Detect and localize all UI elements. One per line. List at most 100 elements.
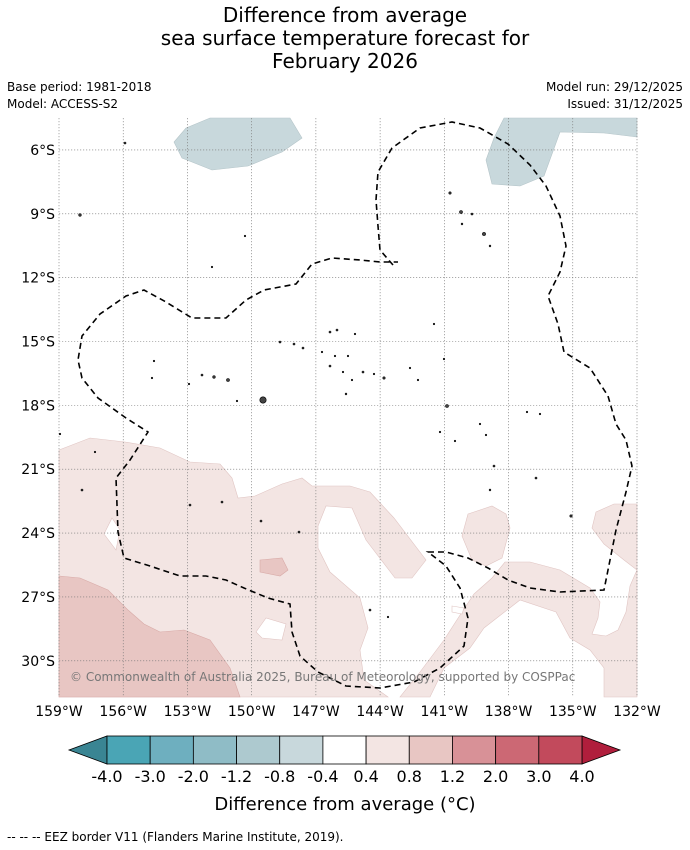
map-area: © Commonwealth of Australia 2025, Bureau… [58, 117, 638, 698]
colorbar-segment [408, 735, 453, 765]
island [459, 210, 463, 214]
footer-note: -- -- -- EEZ border V11 (Flanders Marine… [7, 830, 344, 844]
island [320, 350, 324, 354]
title-line-2: sea surface temperature forecast for [160, 26, 530, 50]
island [478, 422, 482, 426]
island [212, 375, 216, 379]
eez-line-main [77, 121, 633, 689]
title-line-3: February 2026 [272, 49, 418, 73]
colorbar-extend-high [581, 735, 622, 765]
island [93, 450, 97, 454]
island [78, 213, 82, 217]
meta-right: Model run: 29/12/2025 Issued: 31/12/2025 [546, 79, 683, 113]
warm-medium-patch [259, 557, 289, 577]
island [226, 378, 230, 382]
lat-label: 6°S [30, 143, 55, 159]
island [416, 378, 420, 382]
colorbar-segment [322, 735, 367, 765]
issued-date: Issued: 31/12/2025 [567, 97, 683, 111]
island [386, 615, 390, 619]
lon-label: 138°W [485, 704, 533, 720]
title-line-1: Difference from average [222, 3, 468, 27]
island [301, 346, 305, 350]
island [341, 370, 345, 374]
colorbar-tick-label: 0.4 [353, 767, 378, 786]
island [372, 372, 376, 376]
lon-label: 147°W [292, 704, 340, 720]
island [408, 366, 412, 370]
island [346, 354, 350, 358]
colorbar-tick-label: -1.2 [221, 767, 252, 786]
island [382, 376, 386, 380]
colorbar-segment [192, 735, 237, 765]
island [188, 503, 192, 507]
warm-band-south-east [399, 561, 638, 698]
colorbar-segment [538, 735, 583, 765]
warm-patch-east-1 [461, 505, 511, 567]
island [442, 357, 446, 361]
lon-label: 153°W [164, 704, 212, 720]
lon-label: 135°W [549, 704, 597, 720]
island [333, 354, 337, 358]
island [292, 342, 296, 346]
island [525, 410, 529, 414]
island [328, 330, 332, 334]
chart-title: Difference from average sea surface temp… [0, 4, 690, 73]
colorbar-segment [365, 735, 410, 765]
island [361, 370, 365, 374]
island [470, 212, 474, 216]
lat-label: 21°S [21, 462, 55, 478]
island [484, 433, 488, 437]
island [353, 332, 357, 336]
island [210, 265, 214, 269]
island [259, 519, 263, 523]
island [200, 373, 204, 377]
model-run: Model run: 29/12/2025 [545, 80, 683, 94]
colorbar-extend-low [67, 735, 108, 765]
longitude-labels: 159°W 156°W 153°W 150°W 147°W 144°W 141°W 138°W… [35, 704, 661, 720]
island [432, 322, 436, 326]
latitude-labels: 6°S 9°S 12°S 15°S 18°S 21°S 24°S 27°S 30°S [21, 143, 55, 670]
island [482, 232, 486, 236]
cool-patch-north-west [173, 117, 303, 171]
lon-label: 156°W [99, 704, 147, 720]
colorbar: -4.0 -3.0 -2.0 -1.2 -0.8 -0.4 0.4 0.8 1.2 2.0 3.0 4… [67, 735, 622, 786]
island [187, 382, 191, 386]
warm-patch-east-2 [591, 503, 638, 571]
lat-label: 15°S [21, 335, 55, 351]
island [235, 399, 239, 403]
islands [58, 141, 573, 619]
island [150, 376, 154, 380]
colorbar-segment [149, 735, 194, 765]
lat-label: 18°S [21, 398, 55, 414]
island [492, 464, 496, 468]
warm-patch-west [103, 517, 121, 551]
colorbar-tick-label: -0.8 [264, 767, 295, 786]
island [80, 488, 84, 492]
colorbar-segment [452, 735, 497, 765]
anomaly-regions [58, 117, 638, 698]
island [335, 328, 339, 332]
island [259, 396, 267, 404]
colorbar-tick-label: 4.0 [569, 767, 594, 786]
colorbar-tick-label: -4.0 [91, 767, 122, 786]
lon-label: 141°W [421, 704, 469, 720]
island [368, 608, 372, 612]
island [488, 488, 492, 492]
island [278, 340, 282, 344]
warm-medium-south-west [58, 575, 241, 698]
island [445, 404, 449, 408]
lat-label: 24°S [21, 526, 55, 542]
base-period: Base period: 1981-2018 [7, 80, 152, 94]
island [438, 430, 442, 434]
island [152, 359, 156, 363]
eez-boundary [77, 121, 633, 689]
colorbar-tick-label: 0.8 [397, 767, 422, 786]
island [488, 244, 492, 248]
lat-label: 30°S [21, 654, 55, 670]
island [350, 378, 354, 382]
colorbar-tick-label: 1.2 [440, 767, 465, 786]
lon-label: 150°W [228, 704, 276, 720]
island [123, 141, 127, 145]
